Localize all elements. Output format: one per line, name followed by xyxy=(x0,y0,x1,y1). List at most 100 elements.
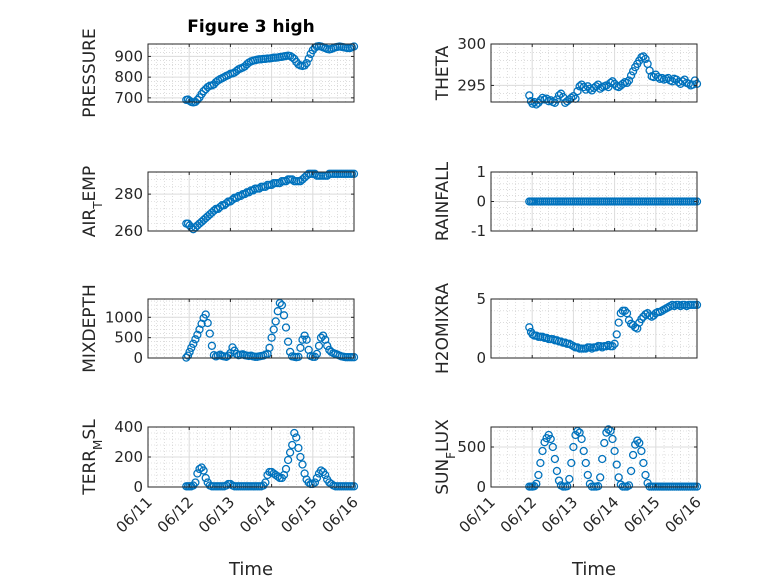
data-point xyxy=(261,478,270,487)
x-tick-label: 06/11 xyxy=(456,493,499,536)
data-point xyxy=(189,339,198,348)
data-point xyxy=(240,189,249,199)
data-point xyxy=(288,53,297,62)
data-point xyxy=(294,443,303,453)
data-point xyxy=(600,438,609,448)
series-markers xyxy=(525,197,702,206)
data-point xyxy=(596,84,605,93)
plot-area xyxy=(491,299,697,358)
series-markers xyxy=(182,41,359,107)
data-point xyxy=(641,54,650,64)
data-point xyxy=(222,481,231,490)
data-point xyxy=(624,481,634,490)
data-point xyxy=(205,329,214,338)
y-tick-label: 0 xyxy=(476,478,486,496)
y-tick-label: 900 xyxy=(114,47,143,65)
data-point xyxy=(304,54,313,63)
data-point xyxy=(232,66,241,76)
axes-box xyxy=(490,426,698,488)
series-markers xyxy=(525,300,702,353)
data-point xyxy=(639,52,648,61)
panel-pressure: 700 800 900 PRESSURE Figure 3 high xyxy=(80,17,359,118)
plot-area xyxy=(491,44,697,102)
data-point xyxy=(598,454,607,464)
data-point xyxy=(236,191,245,201)
data-point xyxy=(298,460,307,469)
x-tick-label: 06/14 xyxy=(236,493,279,536)
data-point xyxy=(534,470,543,480)
y-tick-label: 0 xyxy=(476,349,486,367)
data-point xyxy=(265,343,274,352)
data-point xyxy=(193,330,202,339)
data-point xyxy=(684,79,693,88)
series-markers xyxy=(182,428,359,491)
data-point xyxy=(587,86,597,95)
data-point xyxy=(285,448,295,457)
data-point xyxy=(591,82,601,91)
data-point xyxy=(604,425,613,434)
data-point xyxy=(224,351,233,360)
plot-area xyxy=(148,299,354,358)
data-point xyxy=(312,473,322,483)
y-tick-label: 0 xyxy=(133,478,143,496)
data-point xyxy=(581,458,590,468)
data-point xyxy=(300,331,309,340)
data-point xyxy=(199,466,208,475)
y-axis-label: AIRTEMP xyxy=(80,166,105,237)
data-point xyxy=(688,80,698,89)
data-point xyxy=(538,93,547,103)
y-tick-label: 500 xyxy=(457,438,486,456)
plot-area xyxy=(491,427,697,487)
x-tick-label: 06/11 xyxy=(113,493,156,536)
data-point xyxy=(296,343,305,352)
y-tick-label: 295 xyxy=(457,76,486,94)
axes-box xyxy=(147,43,355,103)
x-tick-label: 06/14 xyxy=(579,493,622,536)
data-point xyxy=(596,473,605,482)
data-point xyxy=(203,318,212,328)
data-point xyxy=(298,335,307,344)
data-point xyxy=(637,314,646,324)
data-point xyxy=(534,98,543,107)
x-tick-label: 06/15 xyxy=(620,493,663,536)
panel-mixdepth: 0 500 1000 MIXDEPTH xyxy=(80,284,359,373)
data-point xyxy=(565,474,574,484)
data-point xyxy=(628,450,638,460)
data-point xyxy=(312,349,322,359)
data-point xyxy=(525,91,534,100)
x-tick-label: 06/13 xyxy=(538,493,581,536)
data-point xyxy=(530,482,539,491)
data-point xyxy=(232,193,241,202)
data-point xyxy=(532,100,541,109)
data-point xyxy=(228,195,237,204)
axes-box xyxy=(490,298,698,359)
data-point xyxy=(563,482,572,491)
data-point xyxy=(583,470,592,480)
data-point xyxy=(283,337,293,346)
data-point xyxy=(281,464,291,474)
data-point xyxy=(294,352,303,361)
data-point xyxy=(538,446,547,456)
data-point xyxy=(310,478,320,487)
data-point xyxy=(207,341,217,350)
series-markers xyxy=(182,169,359,234)
data-point xyxy=(304,478,313,487)
data-point xyxy=(222,199,231,208)
y-tick-label: 200 xyxy=(114,448,143,466)
y-axis-label: PRESSURE xyxy=(80,28,100,117)
data-point xyxy=(612,460,621,469)
data-point xyxy=(316,466,326,475)
y-tick-label: 400 xyxy=(114,418,143,436)
data-point xyxy=(281,323,291,332)
y-tick-label: 500 xyxy=(114,329,143,347)
data-point xyxy=(544,430,553,440)
y-axis-label: H2OMIXRA xyxy=(433,283,453,374)
data-point xyxy=(185,96,194,105)
data-point xyxy=(546,434,555,444)
axes-box xyxy=(147,171,355,232)
x-axis-label: Time xyxy=(228,559,273,580)
x-tick-label: 06/13 xyxy=(195,493,238,536)
